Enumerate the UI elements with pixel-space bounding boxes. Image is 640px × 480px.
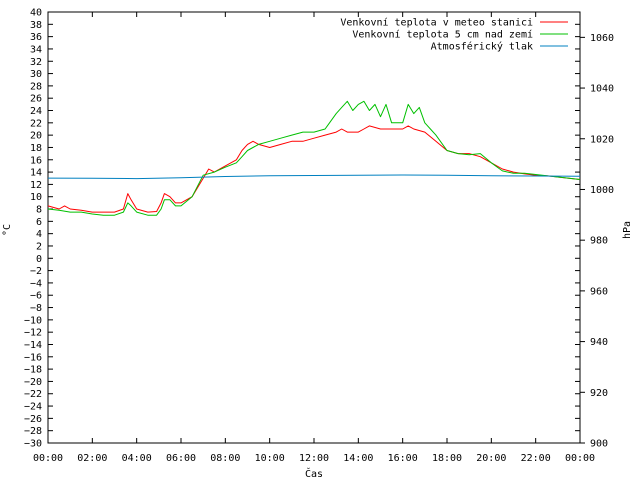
y-left-tick-label: −22 bbox=[24, 389, 42, 400]
y-left-tick-label: −12 bbox=[24, 328, 42, 339]
x-tick-label: 20:00 bbox=[476, 453, 506, 464]
y-right-tick-label: 1060 bbox=[590, 33, 614, 44]
y-axis-right-label: hPa bbox=[622, 221, 633, 239]
y-left-tick-label: 6 bbox=[36, 217, 42, 228]
y-left-tick-label: −16 bbox=[24, 352, 42, 363]
legend-label: Atmosférický tlak bbox=[431, 41, 533, 53]
series-line-3 bbox=[47, 174, 581, 180]
x-tick-label: 16:00 bbox=[388, 453, 418, 464]
y-right-tick-label: 920 bbox=[590, 388, 608, 399]
y-left-tick-label: 26 bbox=[30, 94, 42, 105]
y-left-tick-label: 30 bbox=[30, 69, 42, 80]
y-left-tick-label: −24 bbox=[24, 402, 42, 413]
legend-label: Venkovní teplota v meteo stanici bbox=[340, 17, 533, 29]
y-left-tick-label: 12 bbox=[30, 180, 42, 191]
y-left-tick-label: −2 bbox=[30, 266, 42, 277]
right-axis-ticks: 900 920 940 960 980 1000 1020 1040 1060 bbox=[580, 33, 614, 450]
y-left-tick-label: −4 bbox=[30, 278, 42, 289]
x-tick-label: 18:00 bbox=[432, 453, 462, 464]
x-tick-label: 00:00 bbox=[33, 453, 63, 464]
x-tick-label: 06:00 bbox=[166, 453, 196, 464]
y-left-tick-label: −14 bbox=[24, 340, 42, 351]
x-tick-label: 04:00 bbox=[122, 453, 152, 464]
y-left-tick-label: 28 bbox=[30, 81, 42, 92]
series-lines bbox=[47, 100, 581, 216]
y-left-tick-label: 36 bbox=[30, 32, 42, 43]
y-left-tick-label: 0 bbox=[36, 254, 42, 265]
x-tick-label: 10:00 bbox=[255, 453, 285, 464]
x-axis-label: Čas bbox=[305, 467, 323, 480]
y-right-tick-label: 1040 bbox=[590, 84, 614, 95]
y-left-tick-label: 38 bbox=[30, 20, 42, 31]
x-tick-label: 02:00 bbox=[77, 453, 107, 464]
y-left-tick-label: 2 bbox=[36, 241, 42, 252]
x-tick-label: 00:00 bbox=[565, 453, 595, 464]
y-left-tick-label: 22 bbox=[30, 118, 42, 129]
legend-label: Venkovní teplota 5 cm nad zemí bbox=[352, 29, 533, 41]
series-line-1 bbox=[47, 125, 581, 213]
y-right-tick-label: 1000 bbox=[590, 185, 614, 196]
left-axis-ticks: −30−28−26−24−22−20−18−16−14−12−10−8−6−4−… bbox=[24, 8, 580, 450]
x-tick-label: 22:00 bbox=[521, 453, 551, 464]
y-left-tick-label: 16 bbox=[30, 155, 42, 166]
y-left-tick-label: 10 bbox=[30, 192, 42, 203]
y-left-tick-label: 8 bbox=[36, 205, 42, 216]
series-line-2 bbox=[47, 100, 581, 216]
y-left-tick-label: 32 bbox=[30, 57, 42, 68]
y-left-tick-label: −30 bbox=[24, 439, 42, 450]
y-left-tick-label: 24 bbox=[30, 106, 42, 117]
y-right-tick-label: 940 bbox=[590, 337, 608, 348]
y-left-tick-label: 20 bbox=[30, 131, 42, 142]
y-left-tick-label: −6 bbox=[30, 291, 42, 302]
y-left-tick-label: −28 bbox=[24, 426, 42, 437]
plot-area bbox=[47, 11, 581, 444]
y-left-tick-label: 40 bbox=[30, 8, 42, 19]
x-axis-ticks: 00:00 02:00 04:00 06:00 08:00 10:00 12:00 14:00… bbox=[33, 12, 595, 464]
y-left-tick-label: 4 bbox=[36, 229, 42, 240]
y-left-tick-label: −10 bbox=[24, 315, 42, 326]
y-left-tick-label: 34 bbox=[30, 44, 42, 55]
x-tick-label: 12:00 bbox=[299, 453, 329, 464]
y-left-tick-label: −8 bbox=[30, 303, 42, 314]
x-tick-label: 08:00 bbox=[210, 453, 240, 464]
x-tick-label: 14:00 bbox=[343, 453, 373, 464]
y-right-tick-label: 960 bbox=[590, 286, 608, 297]
y-axis-left-label: °C bbox=[2, 224, 13, 236]
y-left-tick-label: −20 bbox=[24, 377, 42, 388]
y-left-tick-label: 18 bbox=[30, 143, 42, 154]
y-left-tick-label: 14 bbox=[30, 168, 42, 179]
y-left-tick-label: −18 bbox=[24, 365, 42, 376]
y-right-tick-label: 980 bbox=[590, 236, 608, 247]
y-left-tick-label: −26 bbox=[24, 414, 42, 425]
legend: Venkovní teplota v meteo staniciVenkovní… bbox=[340, 17, 568, 53]
y-right-tick-label: 1020 bbox=[590, 134, 614, 145]
y-right-tick-label: 900 bbox=[590, 439, 608, 450]
